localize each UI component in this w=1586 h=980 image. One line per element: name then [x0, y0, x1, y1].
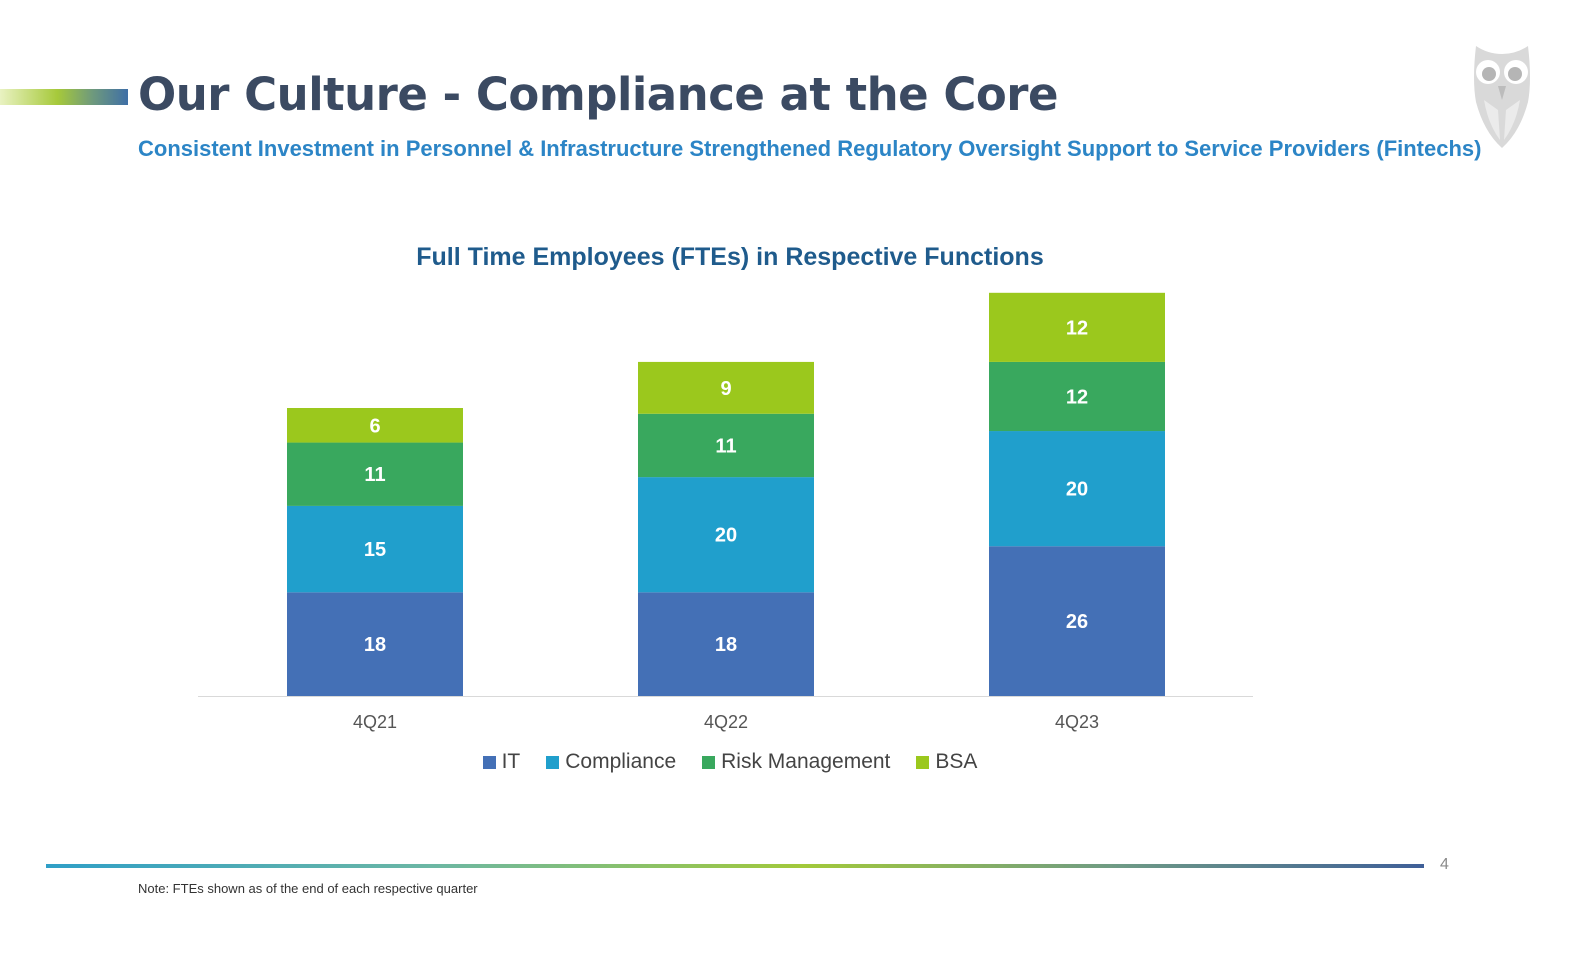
data-label-risk-management-4q22: 11	[715, 435, 736, 457]
slide-subtitle: Consistent Investment in Personnel & Inf…	[138, 136, 1482, 161]
data-label-risk-management-4q21: 11	[364, 464, 385, 486]
data-label-bsa-4q21: 6	[369, 415, 380, 437]
chart-title: Full Time Employees (FTEs) in Respective…	[416, 243, 1044, 271]
owl-logo-icon	[1474, 46, 1530, 148]
legend-item-compliance: Compliance	[546, 750, 676, 774]
footer-rule	[46, 864, 1424, 868]
legend-item-risk-management: Risk Management	[702, 750, 890, 774]
bar-it-4q21	[287, 592, 463, 696]
legend-swatch-compliance	[546, 755, 560, 769]
x-tick-label-4q22: 4Q22	[704, 712, 748, 732]
legend-swatch-risk-management	[702, 755, 716, 769]
bar-risk-management-4q21	[287, 442, 463, 506]
bar-compliance-4q22	[638, 477, 814, 593]
data-label-compliance-4q22: 20	[715, 525, 737, 547]
fte-chart: Full Time Employees (FTEs) in Respective…	[0, 243, 1460, 774]
bar-bsa-4q22	[638, 361, 814, 414]
data-label-it-4q23: 26	[1066, 611, 1088, 633]
data-label-compliance-4q21: 15	[364, 539, 386, 561]
title-accent-bar	[0, 89, 128, 105]
bar-bsa-4q21	[287, 408, 463, 443]
bar-risk-management-4q23	[989, 361, 1165, 432]
data-label-it-4q22: 18	[715, 634, 737, 656]
legend-label-bsa: BSA	[935, 750, 978, 773]
page-number: 4	[1440, 856, 1449, 873]
bar-risk-management-4q22	[638, 413, 814, 478]
data-label-it-4q21: 18	[364, 634, 386, 656]
data-label-bsa-4q23: 12	[1066, 317, 1088, 339]
data-label-risk-management-4q23: 12	[1066, 386, 1088, 408]
data-label-compliance-4q23: 20	[1066, 479, 1088, 501]
bar-it-4q23	[989, 546, 1165, 696]
legend-swatch-it	[482, 755, 496, 769]
bar-bsa-4q23	[989, 292, 1165, 362]
data-label-bsa-4q22: 9	[720, 378, 731, 400]
bar-compliance-4q21	[287, 505, 463, 593]
bar-compliance-4q23	[989, 431, 1165, 547]
legend-swatch-bsa	[916, 755, 930, 769]
slide-title: Our Culture - Compliance at the Core	[138, 68, 1059, 121]
footnote: Note: FTEs shown as of the end of each r…	[138, 881, 478, 896]
legend-label-risk-management: Risk Management	[721, 750, 891, 773]
legend-item-it: IT	[482, 750, 521, 774]
legend-label-it: IT	[501, 750, 521, 773]
legend-item-bsa: BSA	[916, 750, 977, 774]
bar-it-4q22	[638, 592, 814, 696]
chart-legend: IT Compliance Risk Management BSA	[0, 750, 1460, 774]
x-tick-label-4q23: 4Q23	[1055, 712, 1099, 732]
x-tick-label-4q21: 4Q21	[353, 712, 397, 732]
chart-plot: 18 15 11 6 4Q21 18 20 11 9 4Q22 26 20 12 12 4Q23	[198, 292, 1253, 732]
legend-label-compliance: Compliance	[565, 750, 677, 773]
